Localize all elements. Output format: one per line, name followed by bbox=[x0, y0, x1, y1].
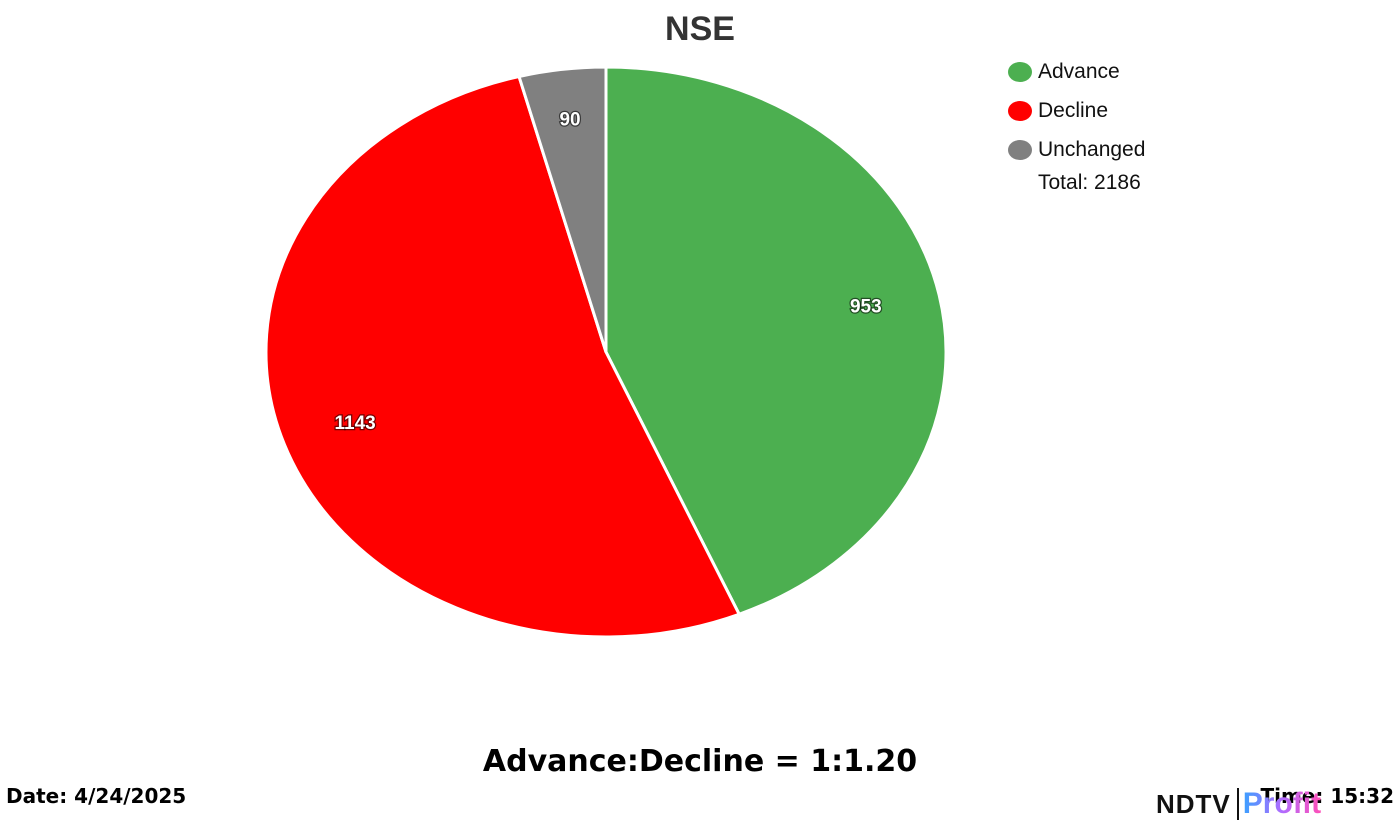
legend-total: Total: 2186 bbox=[1038, 171, 1141, 194]
pie-slices bbox=[264, 65, 948, 639]
chart-title: NSE bbox=[665, 10, 735, 48]
legend-label-decline: Decline bbox=[1038, 98, 1109, 122]
date-label: Date: 4/24/2025 bbox=[6, 784, 187, 808]
logo-profit-text: Profit bbox=[1242, 787, 1322, 820]
logo-ndtv-text: NDTV bbox=[1156, 788, 1231, 819]
legend-swatch-unchanged bbox=[1008, 139, 1032, 160]
legend: Advance Decline Unchanged Total: 2186 bbox=[1008, 52, 1145, 195]
pie-slice-advance[interactable] bbox=[604, 65, 948, 616]
legend-label-advance: Advance bbox=[1038, 59, 1120, 83]
legend-item-unchanged[interactable]: Unchanged bbox=[1008, 130, 1145, 169]
time-label: Time: 15:32 bbox=[1260, 784, 1394, 808]
pie-slice-unchanged[interactable] bbox=[517, 65, 608, 354]
legend-item-advance[interactable]: Advance bbox=[1008, 52, 1145, 91]
advance-decline-ratio: Advance:Decline = 1:1.20 bbox=[482, 744, 918, 779]
pie-label-unchanged: 90 bbox=[559, 109, 580, 130]
logo-divider bbox=[1236, 788, 1239, 820]
pie-chart: 953 1143 90 bbox=[264, 65, 948, 639]
legend-swatch-decline bbox=[1008, 100, 1032, 121]
pie-label-advance: 953 bbox=[850, 297, 882, 318]
legend-item-decline[interactable]: Decline bbox=[1008, 91, 1145, 130]
pie-labels: 953 1143 90 bbox=[333, 108, 883, 435]
legend-label-unchanged: Unchanged bbox=[1038, 137, 1146, 161]
pie-slice-decline[interactable] bbox=[264, 74, 741, 639]
pie-label-decline: 1143 bbox=[335, 413, 376, 434]
ndtv-profit-logo: NDTV Profit bbox=[1156, 786, 1321, 822]
legend-swatch-advance bbox=[1008, 61, 1032, 82]
